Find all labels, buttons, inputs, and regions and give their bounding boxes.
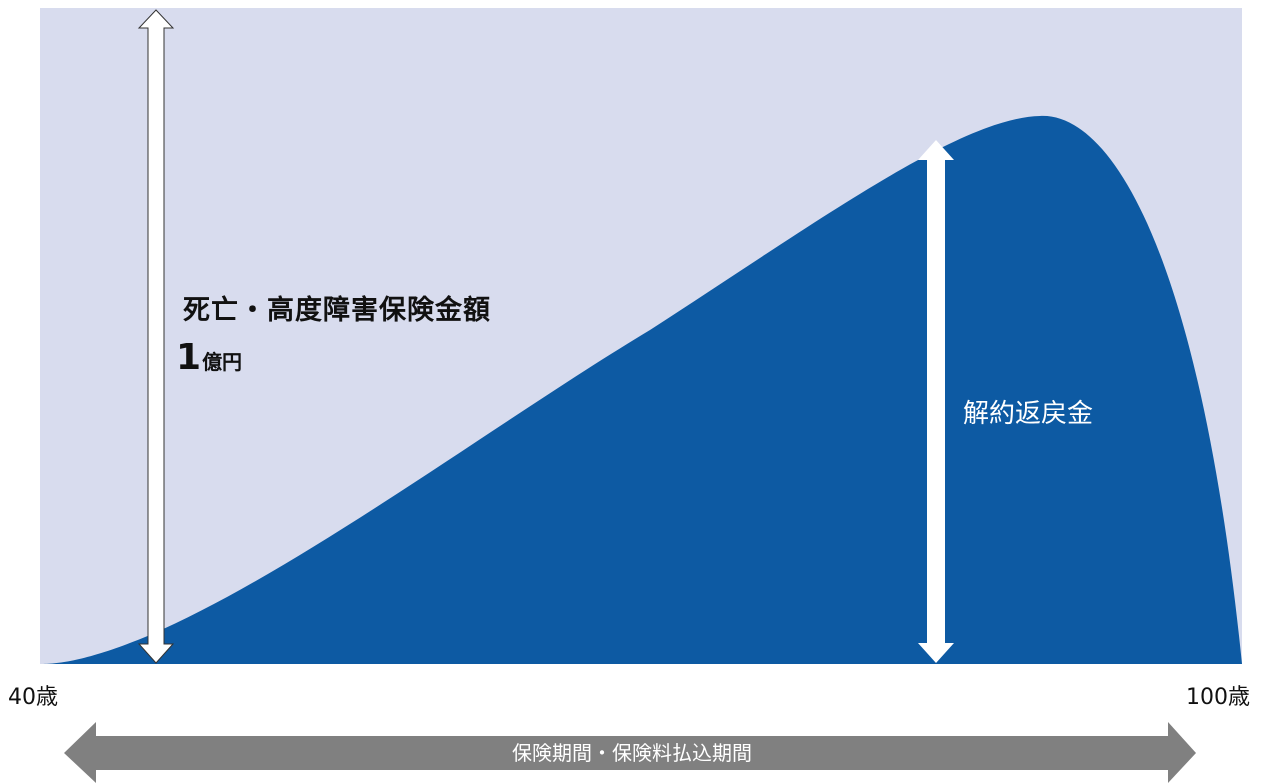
age-end-label: 100歳 — [1186, 685, 1250, 710]
amount-unit: 億円 — [202, 350, 243, 374]
surrender-value-arrow — [918, 140, 954, 663]
period-arrow — [64, 722, 1196, 783]
surrender-value-label: 解約返戻金 — [963, 399, 1094, 429]
age-start-label: 40歳 — [8, 685, 58, 710]
death-benefit-amount: 1億円 — [176, 340, 242, 380]
amount-number: 1 — [176, 337, 202, 378]
death-benefit-arrow — [137, 9, 175, 664]
death-benefit-label: 死亡・高度障害保険金額 — [183, 295, 491, 326]
period-label: 保険期間・保険料払込期間 — [512, 741, 752, 765]
